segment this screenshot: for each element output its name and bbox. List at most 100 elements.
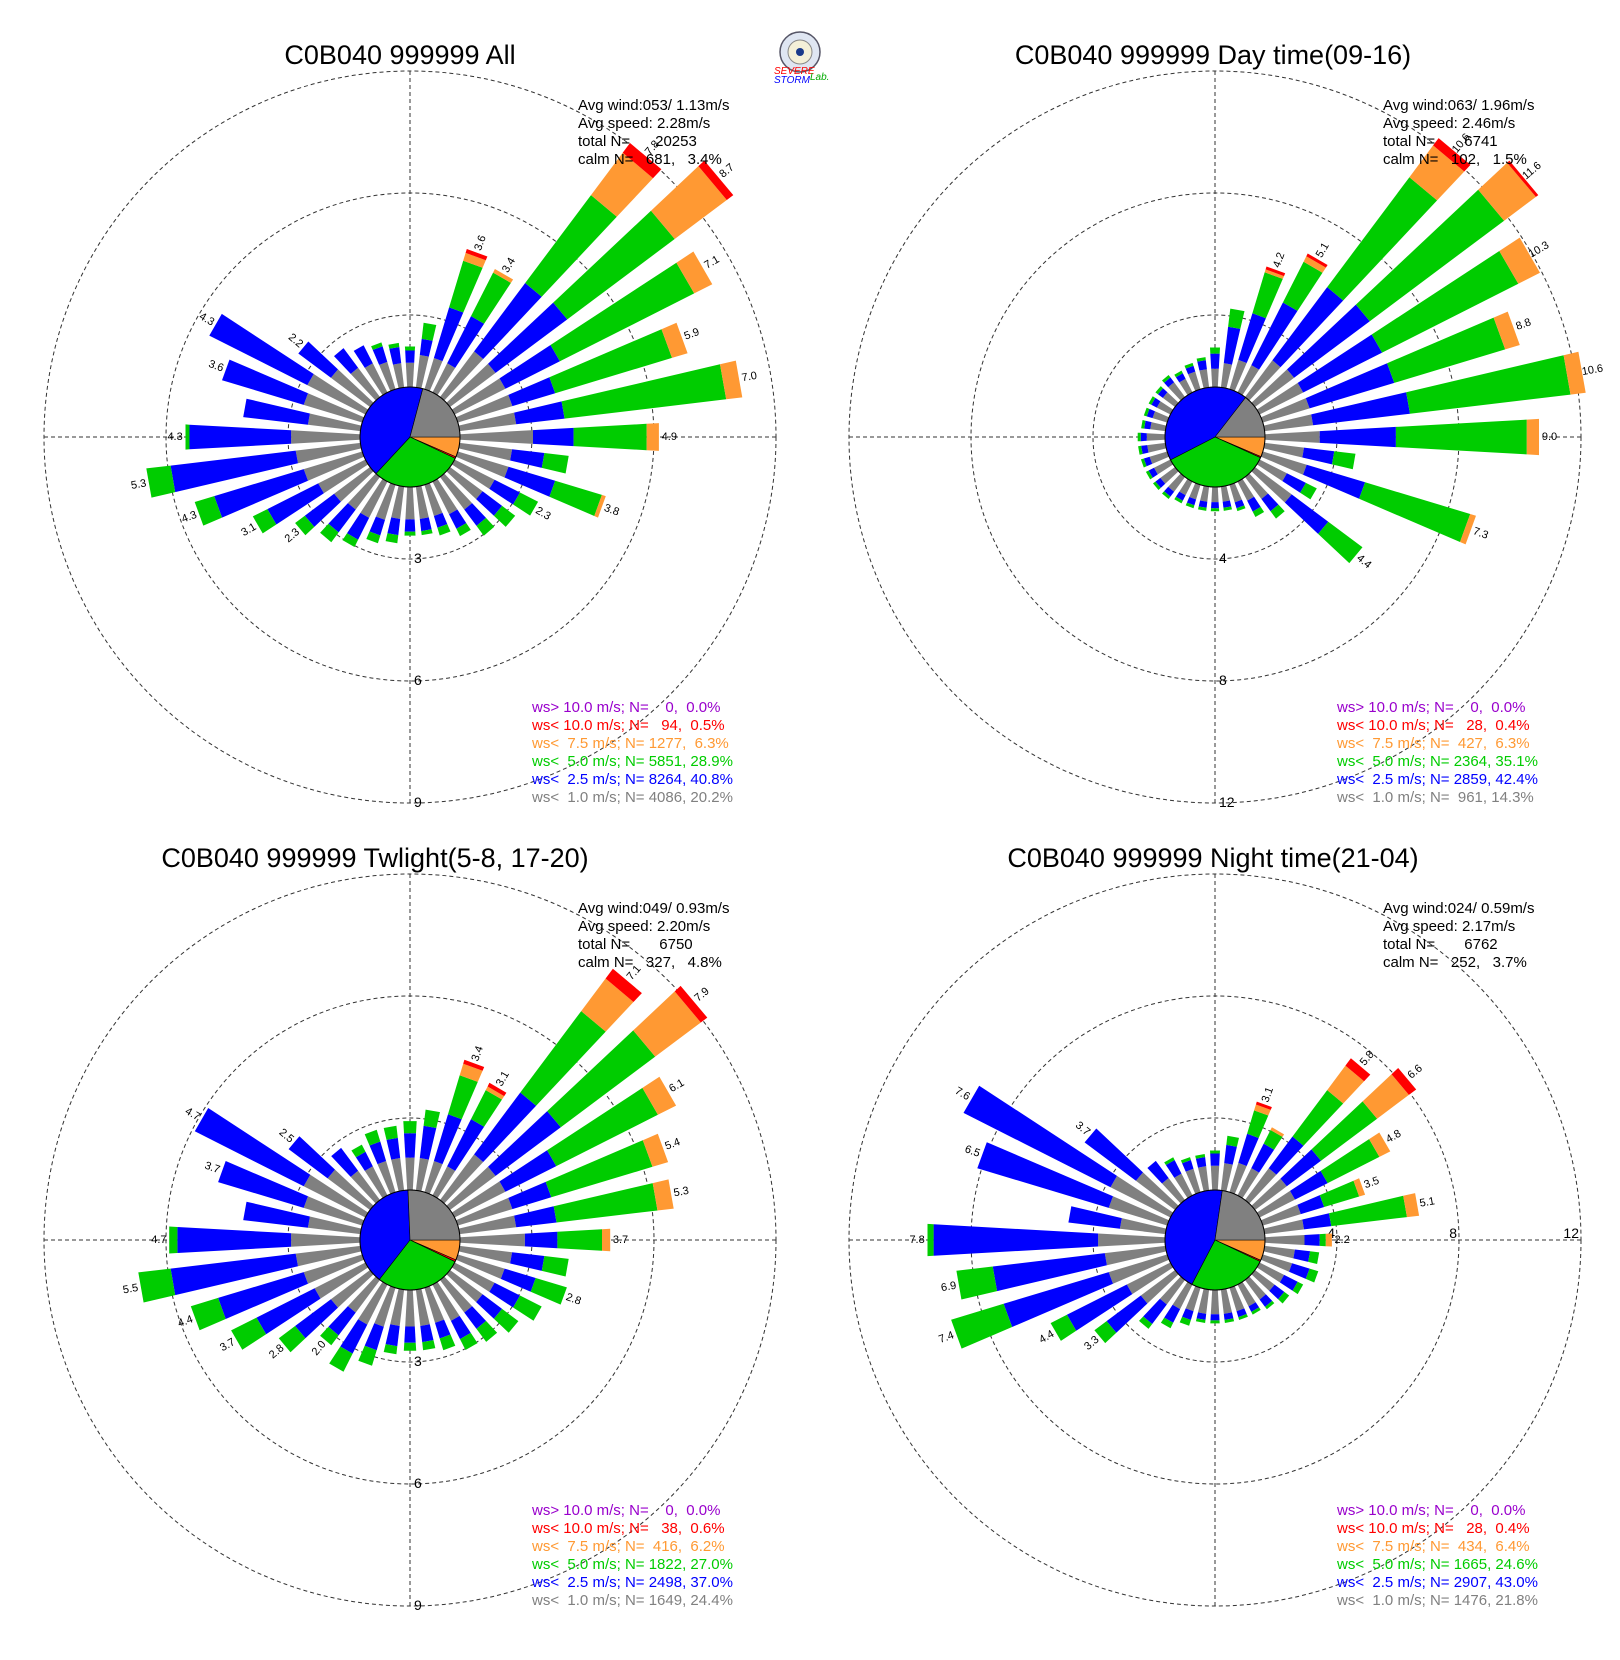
direction-bar-210 (329, 1281, 388, 1372)
bar-segment-lt1 (1245, 360, 1281, 401)
bar-segment-lt1 (1185, 1286, 1201, 1312)
bar-value-label: 8.8 (1514, 316, 1532, 333)
bar-segment-lt5 (1195, 1154, 1206, 1159)
bar-segment-lt7-5 (1254, 1104, 1271, 1116)
bar-segment-lt1 (1245, 1276, 1266, 1300)
direction-bar-120 (1256, 1262, 1304, 1295)
bar-segment-lt5 (423, 1109, 440, 1128)
bar-value-label: 7.1 (702, 253, 721, 271)
bar-segment-lt5 (358, 1345, 377, 1366)
bar-segment-lt5 (561, 364, 727, 419)
bar-segment-lt1 (1168, 473, 1185, 492)
bar-segment-lt5 (329, 1346, 353, 1372)
bar-segment-lt1 (440, 1276, 473, 1313)
bar-segment-lt1 (458, 442, 513, 461)
bar-segment-lt1 (1256, 382, 1304, 415)
direction-bar-280 (1068, 1206, 1167, 1235)
bar-segment-lt2-5 (508, 377, 556, 407)
direction-bar-290: 6.5 (963, 1142, 1169, 1226)
bar-segment-lt10 (487, 1082, 507, 1097)
bar-segment-lt2-5 (334, 348, 359, 374)
bar-segment-lt2-5 (218, 1272, 308, 1319)
bar-segment-lt2-5 (1210, 1314, 1220, 1321)
bar-segment-lt2-5 (447, 316, 485, 368)
direction-bar-40: 10.6 (1245, 131, 1473, 401)
bar-segment-lt1 (451, 459, 495, 489)
bar-segment-lt2-5 (476, 1294, 503, 1319)
bar-segment-lt2-5 (1146, 408, 1155, 419)
bar-value-label: 4.4 (176, 1313, 194, 1330)
bar-value-label: 7.0 (741, 370, 758, 384)
bar-segment-lt5 (956, 1266, 998, 1300)
bar-segment-lt5 (403, 1342, 417, 1351)
bar-segment-lt2-5 (1175, 491, 1186, 501)
bar-value-label: 6.1 (667, 1077, 686, 1095)
bar-segment-lt2-5 (347, 512, 370, 540)
direction-bar-150 (432, 478, 471, 537)
bar-segment-lt1 (1179, 478, 1193, 496)
bar-segment-lt1 (424, 483, 443, 516)
bar-segment-lt2-5 (1251, 1143, 1275, 1173)
bar-segment-lt2-5 (489, 1282, 520, 1308)
bar-segment-lt1 (1251, 1270, 1275, 1291)
bar-segment-lt2-5 (1211, 502, 1219, 509)
bar-segment-lt2-5 (1311, 392, 1410, 426)
bar-segment-lt1 (451, 1181, 506, 1218)
panel-title: C0B040 999999 Twlight(5-8, 17-20) (161, 843, 588, 873)
bar-segment-lt7-5 (594, 494, 606, 518)
bar-segment-lt5 (278, 1326, 306, 1353)
bar-segment-lt5 (404, 531, 416, 536)
bar-segment-lt5 (1308, 1251, 1320, 1264)
direction-bar-320 (334, 348, 380, 401)
direction-bar-50: 8.7 (446, 160, 737, 407)
speed-share-pie (1164, 1189, 1266, 1291)
bar-segment-lt5 (1329, 1195, 1407, 1227)
bar-segment-lt10 (605, 968, 642, 1002)
bar-value-label: 3.1 (1260, 1086, 1277, 1104)
bar-segment-lt5 (1395, 419, 1527, 455)
bar-segment-lt5 (1263, 1130, 1283, 1150)
ring-label: 3 (414, 550, 422, 566)
bar-segment-lt5 (1180, 1157, 1191, 1164)
bar-segment-lt2-5 (1279, 1274, 1298, 1291)
bar-segment-lt2-5 (256, 1288, 321, 1335)
direction-bar-120 (1256, 459, 1317, 500)
bar-segment-lt5 (456, 523, 471, 537)
bar-segment-lt5 (553, 1183, 658, 1223)
bar-segment-lt1 (1229, 359, 1247, 391)
bar-segment-lt7-5 (646, 423, 659, 451)
bar-segment-lt1 (1251, 1178, 1287, 1210)
bar-segment-lt1 (415, 355, 429, 389)
bar-segment-lt5 (1300, 482, 1317, 500)
direction-bar-240 (1145, 459, 1174, 480)
bar-segment-lt2-5 (1164, 1304, 1181, 1323)
bar-segment-lt2-5 (1305, 363, 1395, 409)
logo-word-lab: Lab. (810, 72, 829, 83)
bar-segment-lt2-5 (488, 302, 568, 373)
direction-bar-340 (1180, 1157, 1201, 1194)
direction-bar-50: 7.9 (446, 985, 712, 1210)
bar-segment-lt5 (1184, 362, 1194, 369)
bar-segment-lt2-5 (1287, 304, 1370, 378)
bar-segment-lt2-5 (514, 401, 565, 425)
direction-bar-90: 4.9 (459, 423, 677, 451)
direction-bar-0 (1210, 347, 1220, 388)
direction-bar-20: 3.4 (424, 1044, 486, 1194)
bar-segment-lt5 (371, 342, 383, 350)
bar-segment-lt1 (405, 1289, 415, 1327)
pie-outline (1164, 386, 1266, 488)
direction-bar-350 (1195, 1154, 1210, 1192)
direction-bar-100 (458, 1245, 569, 1277)
bar-value-label: 3.7 (1073, 1119, 1092, 1138)
bar-segment-lt1 (1119, 1218, 1167, 1235)
bar-value-label: 4.8 (1384, 1128, 1403, 1146)
bar-value-label: 5.3 (130, 477, 147, 491)
direction-bar-300: 4.3 (197, 310, 369, 415)
bar-value-label: 4.3 (180, 509, 198, 526)
bar-segment-lt1 (1220, 363, 1232, 389)
bar-segment-lt1 (1220, 1288, 1232, 1314)
direction-bar-20: 3.6 (424, 234, 489, 391)
bar-segment-lt2-5 (1155, 477, 1166, 488)
direction-bar-70: 8.8 (1261, 311, 1533, 423)
bar-segment-lt2-5 (1182, 1308, 1194, 1320)
